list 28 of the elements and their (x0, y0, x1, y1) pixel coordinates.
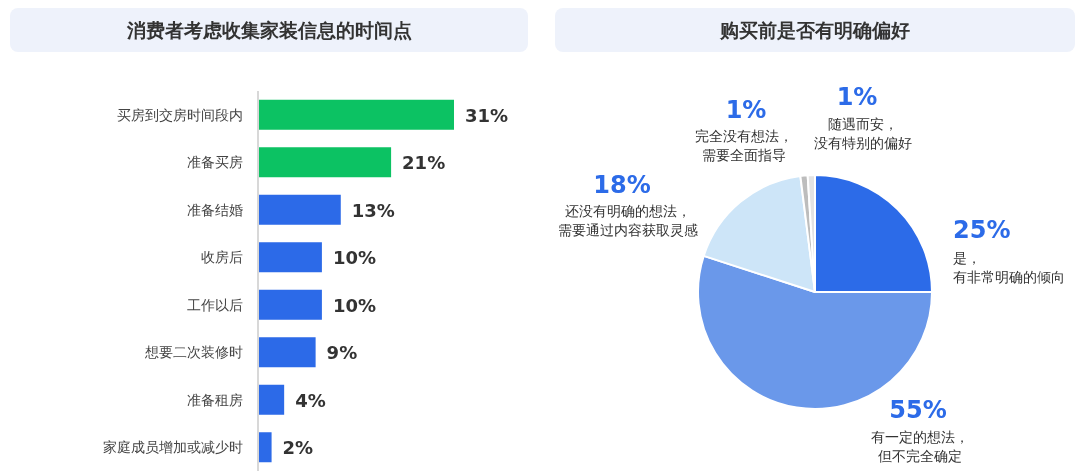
chart-title: 消费者考虑收集家装信息的时间点 (125, 19, 412, 41)
data-label: 4% (295, 389, 326, 411)
data-label: 1% (725, 96, 767, 124)
data-label: 10% (332, 294, 376, 316)
data-label: 21% (402, 152, 446, 174)
data-label: 25% (953, 216, 1011, 244)
y-tick-label: 准备买房 (187, 154, 243, 171)
y-tick-label: 工作以后 (187, 296, 243, 313)
chart-title: 购买前是否有明确偏好 (719, 19, 910, 41)
data-label: 2% (282, 437, 314, 459)
slice-label: 完全没有想法，需要全面指导 (695, 128, 793, 163)
y-tick-label: 家庭成员增加或减少时 (103, 439, 243, 456)
data-label: 1% (836, 83, 878, 111)
data-label: 55% (889, 396, 947, 424)
slice-label: 还没有明确的想法，需要通过内容获取灵感 (558, 203, 698, 238)
slice-label: 随遇而安，没有特别的偏好 (814, 116, 912, 151)
slice-label: 是，有非常明确的倾向 (953, 250, 1065, 285)
y-tick-label: 买房到交房时间段内 (117, 106, 243, 123)
slice-label: 有一定的想法，但不完全确定 (871, 429, 969, 464)
y-tick-label: 准备结婚 (187, 201, 243, 218)
y-tick-label: 想要二次装修时 (144, 344, 243, 361)
data-label: 9% (326, 342, 358, 364)
data-label: 31% (465, 104, 509, 126)
y-tick-label: 准备租房 (187, 391, 243, 408)
y-tick-label: 收房后 (201, 249, 243, 266)
data-label: 13% (351, 199, 395, 221)
data-label: 18% (593, 171, 651, 199)
data-label: 10% (332, 247, 376, 269)
